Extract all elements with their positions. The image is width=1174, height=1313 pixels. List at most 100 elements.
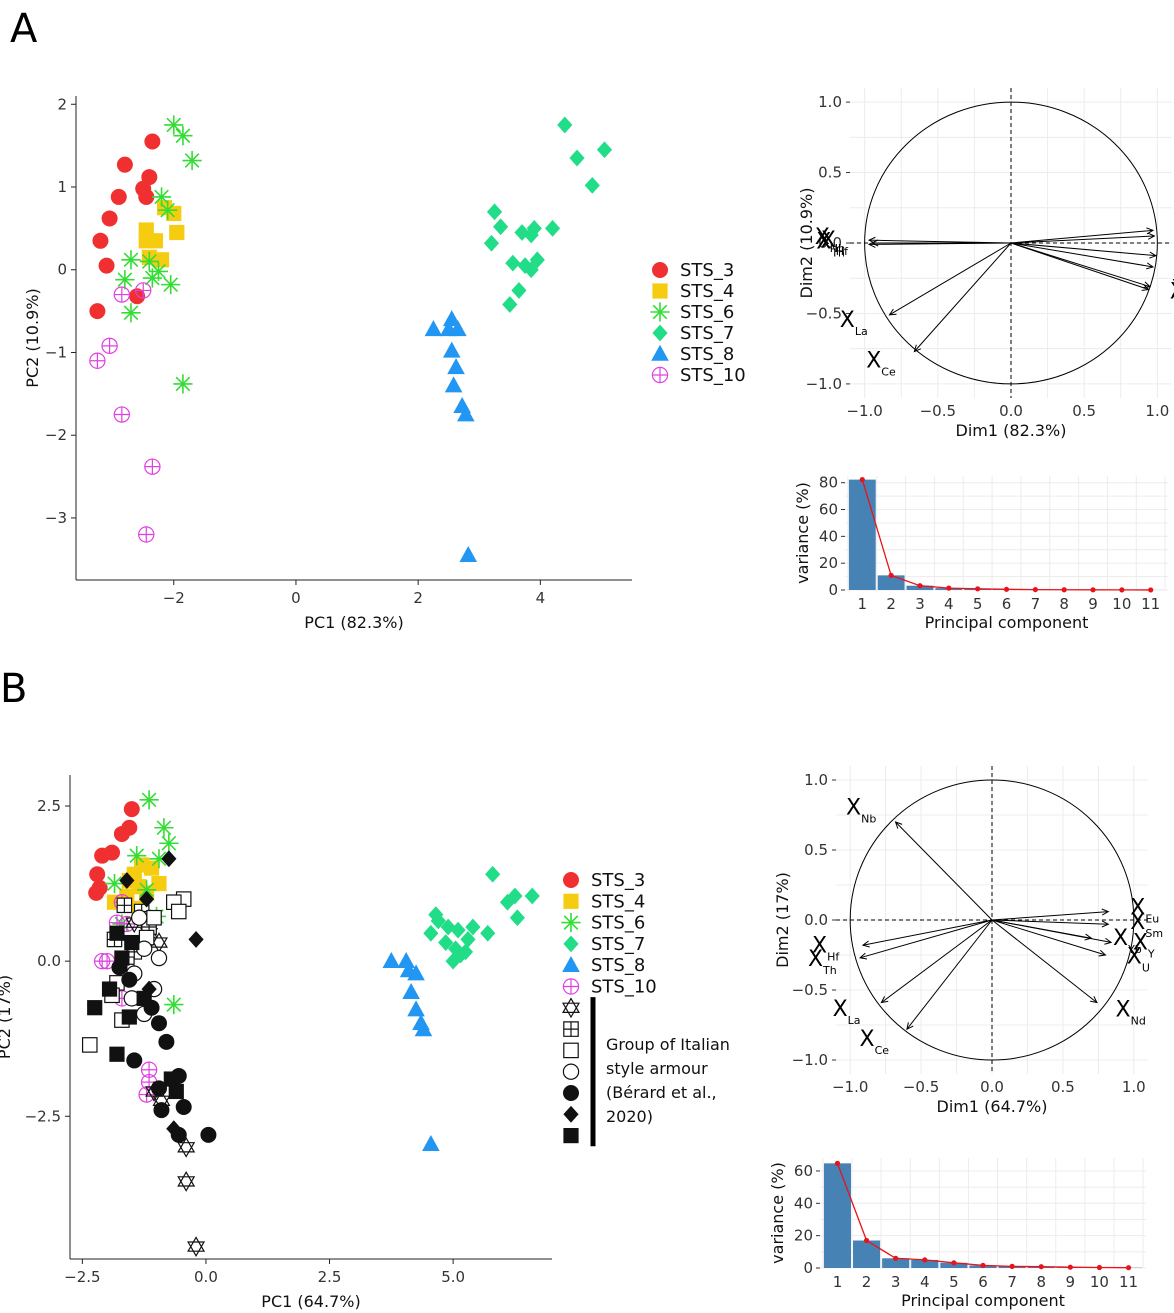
variable-symbol: X	[866, 348, 881, 373]
loading-arrow	[1010, 242, 1154, 268]
data-point	[442, 310, 461, 327]
loading-arrow	[991, 919, 1109, 925]
arrow-head	[906, 1022, 914, 1031]
bar	[848, 479, 876, 590]
variable-label: XHf	[821, 228, 849, 258]
data-point	[584, 176, 600, 194]
data-point	[144, 133, 161, 150]
loading-arrow	[869, 242, 1012, 245]
data-point	[116, 156, 133, 173]
data-point	[407, 964, 425, 981]
loading-arrow	[1010, 229, 1154, 244]
variable-symbol: X	[816, 230, 831, 255]
x-tick-label: 10	[1090, 1273, 1109, 1291]
data-point	[150, 949, 168, 967]
data-point	[177, 1136, 196, 1158]
variable-subscript: Th	[830, 247, 845, 260]
arrow-head	[861, 940, 870, 948]
loading-arrow	[1010, 242, 1151, 288]
y-tick-label: 0.5	[804, 841, 828, 859]
x-tick-label: 11	[1141, 595, 1160, 613]
x-tick-label: 5.0	[441, 1268, 465, 1286]
data-point	[460, 931, 476, 948]
group-label: Group of Italian	[606, 1035, 730, 1054]
x-tick-label: −0.5	[920, 402, 956, 420]
variable-subscript: Ce	[875, 1044, 890, 1057]
data-point	[452, 946, 469, 964]
x-tick-label: 2	[886, 595, 896, 613]
data-point	[166, 1120, 182, 1138]
legend-marker	[652, 283, 668, 299]
data-point	[98, 257, 115, 274]
data-point	[158, 200, 178, 220]
data-point	[569, 149, 585, 167]
variable-symbol: X	[833, 997, 848, 1022]
legend-marker	[563, 935, 579, 953]
x-tick-label: 0.5	[1072, 402, 1096, 420]
variance-point	[917, 583, 923, 589]
variable-label: XNd	[1116, 997, 1146, 1027]
data-point	[485, 865, 501, 883]
x-tick-label: 4	[944, 595, 954, 613]
legend-marker	[652, 324, 668, 342]
arrow-head	[1149, 251, 1158, 259]
y-axis-label: PC2 (10.9%)	[23, 288, 42, 387]
x-tick-label: −2.5	[64, 1268, 100, 1286]
x-tick-label: −1.0	[846, 402, 882, 420]
y-tick-label: 20	[794, 1227, 813, 1245]
x-tick-label: 3	[891, 1273, 901, 1291]
data-point	[457, 405, 475, 422]
y-tick-label: −1.0	[806, 375, 842, 393]
data-point	[121, 1009, 137, 1025]
data-point	[161, 850, 177, 868]
arrow-head	[888, 308, 897, 316]
data-point	[81, 1037, 98, 1053]
loading-arrow	[991, 911, 1109, 921]
legend-entry: STS_10	[680, 365, 746, 386]
arrow-head	[1098, 949, 1107, 957]
variable-label: XTh	[808, 947, 837, 977]
y-tick-label: 1	[57, 178, 67, 196]
legend-marker	[563, 1021, 579, 1037]
data-point	[465, 918, 481, 936]
data-point	[448, 940, 464, 958]
loading-arrow	[889, 242, 1012, 316]
data-point	[121, 250, 141, 270]
data-point	[136, 990, 152, 1006]
y-axis-label: Dim2 (17%)	[773, 872, 792, 968]
variance-point	[975, 586, 981, 592]
x-tick-label: 8	[1059, 595, 1069, 613]
variable-subscript: Nd	[1131, 1014, 1146, 1027]
legend-marker	[562, 1063, 580, 1080]
arrow-head	[1101, 908, 1110, 916]
data-point	[101, 981, 118, 997]
variable-symbol: X	[1116, 997, 1131, 1022]
variable-symbol: X	[1113, 926, 1128, 951]
data-point	[511, 282, 527, 299]
arrow-head	[859, 952, 868, 960]
data-point	[104, 873, 125, 894]
data-point	[486, 203, 503, 221]
data-point	[113, 406, 131, 423]
x-tick-label: 5	[949, 1273, 959, 1291]
data-point	[423, 924, 439, 942]
variable-subscript: Nb	[861, 813, 876, 826]
arrow-head	[880, 996, 889, 1004]
y-tick-label: 1.0	[818, 93, 842, 111]
data-point	[94, 847, 111, 864]
data-point	[499, 893, 516, 911]
data-point	[149, 932, 168, 953]
variance-point	[1090, 587, 1096, 593]
scree-plot-A-scree: 1 2 3 4 5 6 7 8 9 10 11 0 20 40 60 80 Principal componen…	[793, 474, 1168, 632]
data-point	[517, 257, 533, 275]
data-point	[523, 261, 539, 279]
x-axis-label: Dim1 (82.3%)	[956, 421, 1067, 440]
data-point	[138, 188, 155, 205]
legend-entry: STS_7	[680, 323, 734, 344]
data-point	[459, 545, 478, 562]
y-axis-label: Dim2 (10.9%)	[797, 188, 816, 299]
panel-label-b: B	[0, 666, 27, 712]
variable-label: XEu	[1130, 895, 1159, 925]
x-tick-label: 1.0	[1122, 1078, 1146, 1096]
